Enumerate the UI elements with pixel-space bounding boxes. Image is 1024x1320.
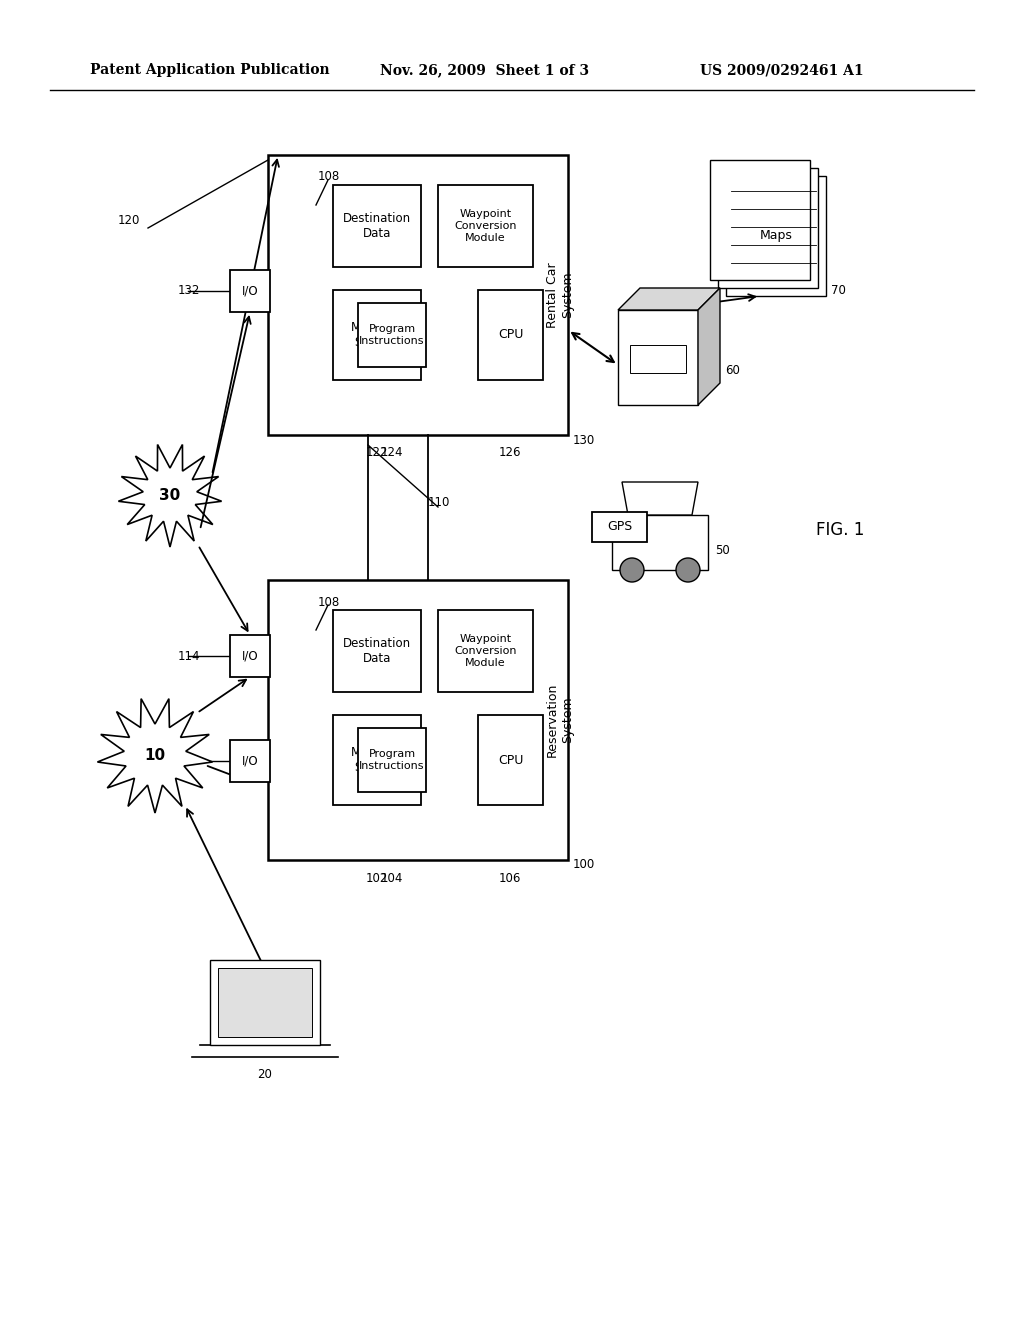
- Polygon shape: [698, 288, 720, 405]
- Bar: [726, 176, 826, 296]
- Text: Maps: Maps: [760, 230, 793, 243]
- Text: 70: 70: [831, 284, 846, 297]
- Text: 104: 104: [381, 871, 403, 884]
- Text: Destination
Data: Destination Data: [343, 638, 411, 665]
- Text: Nov. 26, 2009  Sheet 1 of 3: Nov. 26, 2009 Sheet 1 of 3: [380, 63, 589, 77]
- Text: GPS: GPS: [607, 520, 632, 533]
- Text: I/O: I/O: [242, 285, 258, 297]
- Text: Memory/
Storage: Memory/ Storage: [351, 321, 403, 348]
- Circle shape: [676, 558, 700, 582]
- Text: Waypoint
Conversion
Module: Waypoint Conversion Module: [455, 210, 517, 243]
- Bar: [358, 304, 426, 367]
- Bar: [612, 515, 708, 570]
- Text: 122: 122: [366, 446, 388, 459]
- Bar: [718, 168, 818, 288]
- Bar: [268, 579, 568, 861]
- Bar: [630, 345, 686, 374]
- Text: Program
Instructions: Program Instructions: [359, 325, 425, 346]
- Bar: [230, 271, 270, 312]
- Bar: [268, 154, 568, 436]
- Text: Waypoint
Conversion
Module: Waypoint Conversion Module: [455, 635, 517, 668]
- Text: Memory/
Storage: Memory/ Storage: [351, 746, 403, 774]
- Text: 20: 20: [258, 1068, 272, 1081]
- Bar: [333, 290, 421, 380]
- Bar: [230, 635, 270, 677]
- Polygon shape: [622, 482, 698, 515]
- Text: 100: 100: [573, 858, 595, 871]
- Bar: [710, 160, 810, 280]
- Text: 130: 130: [573, 433, 595, 446]
- Polygon shape: [97, 698, 213, 813]
- Text: Rental Car
System: Rental Car System: [546, 263, 574, 327]
- Text: 106: 106: [499, 871, 521, 884]
- Text: I/O: I/O: [242, 649, 258, 663]
- Text: Reservation
System: Reservation System: [546, 682, 574, 758]
- Polygon shape: [119, 445, 221, 546]
- Text: US 2009/0292461 A1: US 2009/0292461 A1: [700, 63, 863, 77]
- Text: 50: 50: [715, 544, 730, 557]
- Text: 108: 108: [318, 595, 340, 609]
- Text: 108: 108: [318, 170, 340, 183]
- Text: Patent Application Publication: Patent Application Publication: [90, 63, 330, 77]
- Bar: [438, 185, 534, 267]
- Text: 114: 114: [178, 649, 201, 663]
- Text: I/O: I/O: [242, 755, 258, 767]
- Bar: [592, 512, 647, 543]
- Text: 40: 40: [652, 517, 667, 531]
- Circle shape: [620, 558, 644, 582]
- Bar: [230, 741, 270, 781]
- Text: 102: 102: [366, 871, 388, 884]
- Bar: [438, 610, 534, 692]
- Bar: [358, 729, 426, 792]
- Bar: [478, 290, 543, 380]
- Bar: [618, 310, 698, 405]
- Text: 30: 30: [160, 487, 180, 503]
- Bar: [333, 185, 421, 267]
- Bar: [478, 715, 543, 805]
- Text: 60: 60: [725, 363, 740, 376]
- Text: 132: 132: [178, 285, 201, 297]
- Polygon shape: [618, 288, 720, 310]
- Text: 110: 110: [428, 495, 451, 508]
- Bar: [333, 715, 421, 805]
- Bar: [218, 968, 312, 1038]
- Text: 126: 126: [499, 446, 521, 459]
- Text: 10: 10: [144, 747, 166, 763]
- Text: 124: 124: [381, 446, 403, 459]
- Text: CPU: CPU: [498, 329, 523, 342]
- Bar: [210, 960, 319, 1045]
- Text: Program
Instructions: Program Instructions: [359, 750, 425, 771]
- Text: CPU: CPU: [498, 754, 523, 767]
- Text: FIG. 1: FIG. 1: [816, 521, 864, 539]
- Text: Destination
Data: Destination Data: [343, 213, 411, 240]
- Text: 112: 112: [178, 755, 201, 767]
- Bar: [333, 610, 421, 692]
- Text: 120: 120: [118, 214, 140, 227]
